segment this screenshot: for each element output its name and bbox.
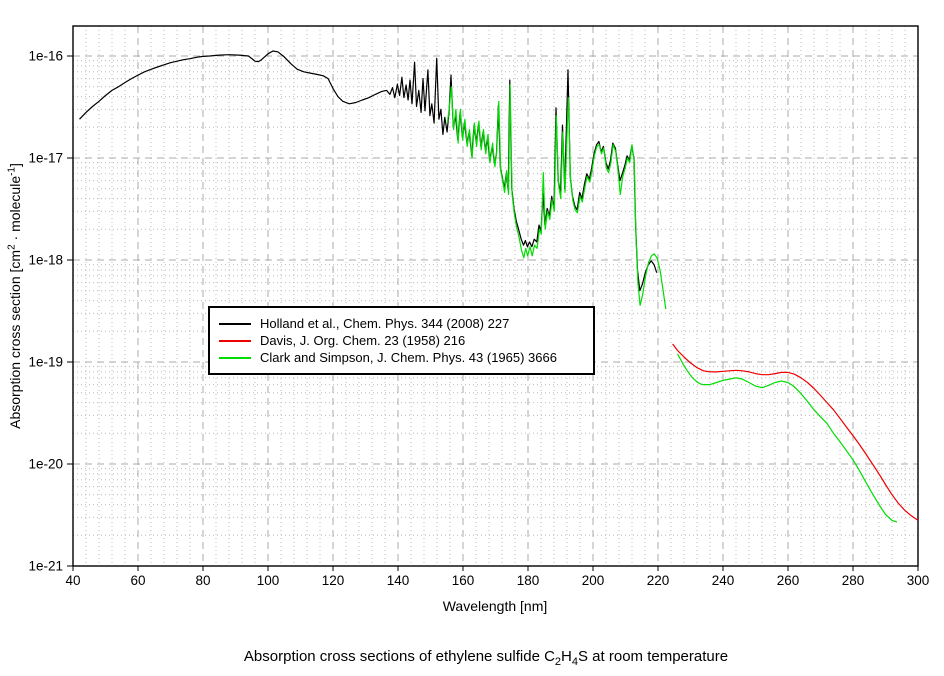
caption-sub1: 2 [554, 656, 562, 668]
figure-caption: Absorption cross sections of ethylene su… [243, 648, 729, 668]
legend-line-davis [219, 339, 251, 342]
y-tick-label: 1e-17 [28, 151, 63, 166]
legend-entry-clark: Clark and Simpson, J. Chem. Phys. 43 (19… [219, 349, 593, 366]
legend-line-holland [219, 322, 251, 325]
y-tick-label: 1e-20 [28, 457, 63, 472]
legend-entry-davis: Davis, J. Org. Chem. 23 (1958) 216 [219, 332, 593, 349]
x-tick-label: 100 [257, 573, 280, 588]
legend: Holland et al., Chem. Phys. 344 (2008) 2… [208, 306, 595, 375]
caption-post: S at room temperature [578, 648, 729, 665]
x-axis-title: Wavelength [nm] [443, 598, 548, 614]
x-tick-label: 280 [842, 573, 865, 588]
legend-label-holland: Holland et al., Chem. Phys. 344 (2008) 2… [260, 316, 510, 331]
curve-davis [672, 343, 919, 521]
x-tick-label: 180 [517, 573, 540, 588]
caption-mid: H [561, 648, 572, 665]
y-tick-label: 1e-19 [28, 355, 63, 370]
x-tick-label: 140 [387, 573, 410, 588]
y-axis-title-sup2: -1 [6, 166, 18, 176]
legend-label-clark: Clark and Simpson, J. Chem. Phys. 43 (19… [260, 350, 557, 365]
x-tick-label: 240 [712, 573, 735, 588]
x-tick-label: 300 [907, 573, 930, 588]
x-tick-label: 160 [452, 573, 475, 588]
x-tick-label: 120 [322, 573, 345, 588]
x-axis-title-text: Wavelength [nm] [442, 598, 548, 614]
y-axis-title-pre: Absorption cross section [cm [7, 249, 23, 429]
curve-clark [446, 84, 667, 310]
x-tick-label: 220 [647, 573, 670, 588]
x-tick-label: 40 [65, 573, 80, 588]
curve-clark [676, 353, 898, 523]
legend-entry-holland: Holland et al., Chem. Phys. 344 (2008) 2… [219, 315, 593, 332]
caption-pre: Absorption cross sections of ethylene su… [243, 648, 555, 665]
y-tick-label: 1e-21 [28, 559, 63, 574]
legend-line-clark [219, 356, 251, 359]
y-tick-label: 1e-18 [28, 253, 63, 268]
y-tick-label: 1e-16 [28, 49, 63, 64]
x-tick-label: 260 [777, 573, 800, 588]
y-axis-title-sup1: 2 [6, 244, 18, 250]
x-tick-label: 200 [582, 573, 605, 588]
legend-label-davis: Davis, J. Org. Chem. 23 (1958) 216 [260, 333, 466, 348]
plot-border [72, 25, 919, 567]
y-axis-title: Absorption cross section [cm2 · molecule… [6, 163, 23, 429]
x-tick-label: 60 [130, 573, 145, 588]
x-tick-label: 80 [195, 573, 210, 588]
y-axis-title-post: ] [7, 163, 23, 167]
y-axis-title-mid: · molecule [7, 175, 23, 245]
caption-sub2: 4 [571, 656, 579, 668]
